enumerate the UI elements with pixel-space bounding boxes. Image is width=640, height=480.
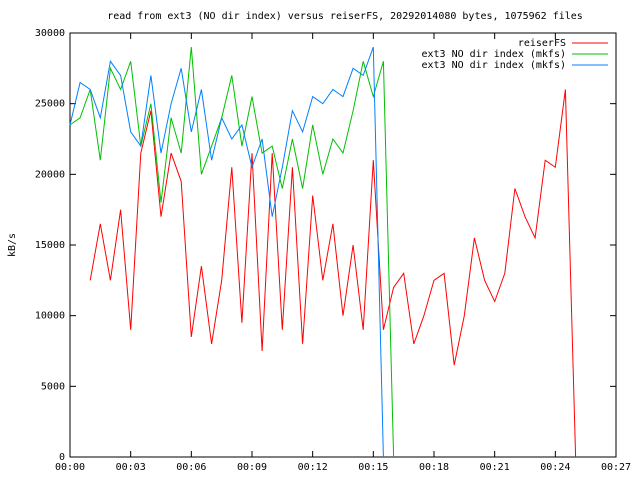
x-tick-label: 00:18 <box>419 462 449 473</box>
x-tick-label: 00:24 <box>540 462 570 473</box>
legend-label: ext3 NO dir index (mkfs) <box>422 60 567 71</box>
legend-label: reiserFS <box>518 38 566 49</box>
x-tick-label: 00:06 <box>176 462 206 473</box>
chart-title: read from ext3 (NO dir index) versus rei… <box>107 11 583 22</box>
series-line <box>69 46 384 458</box>
y-tick-label: 0 <box>59 452 65 463</box>
y-tick-label: 5000 <box>41 381 65 392</box>
y-tick-label: 10000 <box>35 311 65 322</box>
y-tick-label: 30000 <box>35 28 65 39</box>
x-tick-label: 00:03 <box>116 462 146 473</box>
x-tick-label: 00:15 <box>358 462 388 473</box>
series-line <box>69 47 395 458</box>
x-tick-label: 00:00 <box>55 462 85 473</box>
legend-label: ext3 NO dir index (mkfs) <box>422 49 567 60</box>
y-axis-label: kB/s <box>7 233 18 257</box>
y-tick-label: 15000 <box>35 240 65 251</box>
y-tick-label: 20000 <box>35 169 65 180</box>
x-tick-label: 00:12 <box>298 462 328 473</box>
x-tick-label: 00:27 <box>601 462 631 473</box>
x-tick-label: 00:21 <box>480 462 510 473</box>
series-line <box>89 89 577 458</box>
x-tick-label: 00:09 <box>237 462 267 473</box>
y-tick-label: 25000 <box>35 99 65 110</box>
